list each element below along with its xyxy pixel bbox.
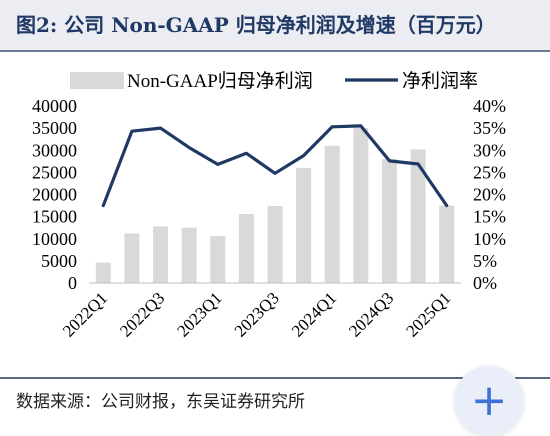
y-right-tick-10%: 10% <box>473 229 506 249</box>
bar-2024Q4 <box>410 149 426 283</box>
y-right-tick-25%: 25% <box>473 162 506 182</box>
bar-2022Q2 <box>124 233 140 283</box>
figure-title: 图2: 公司 Non-GAAP 归母净利润及增速（百万元） <box>16 13 496 37</box>
margin-line <box>101 124 449 208</box>
y-left-tick-5000: 5000 <box>41 251 77 271</box>
y-left-tick-20000: 20000 <box>32 185 77 205</box>
bar-2025Q1 <box>439 205 455 283</box>
y-left-tick-15000: 15000 <box>32 207 77 227</box>
legend-bar-label: Non-GAAP归母净利润 <box>127 70 313 92</box>
y-right-tick-5%: 5% <box>473 251 497 271</box>
y-left-tick-40000: 40000 <box>32 96 77 116</box>
bar-2023Q4 <box>296 167 312 283</box>
y-right-tick-15%: 15% <box>473 207 506 227</box>
source-note: 数据来源：公司财报，东吴证券研究所 <box>16 392 305 412</box>
x-tick-2024Q1: 2024Q1 <box>288 288 340 340</box>
add-button[interactable]: + <box>454 366 524 436</box>
x-tick-2025Q1: 2025Q1 <box>402 288 454 340</box>
bar-2023Q1 <box>210 236 226 283</box>
bar-2024Q1 <box>324 145 340 283</box>
y-left-tick-35000: 35000 <box>32 118 77 138</box>
x-tick-2022Q3: 2022Q3 <box>116 288 168 340</box>
bar-2023Q3 <box>267 206 283 283</box>
y-left-tick-0: 0 <box>68 273 77 293</box>
bar-2024Q3 <box>381 159 397 283</box>
y-right-tick-0%: 0% <box>473 273 497 293</box>
x-tick-2022Q1: 2022Q1 <box>59 288 111 340</box>
bar-2022Q1 <box>95 262 111 283</box>
y-left-tick-30000: 30000 <box>32 140 77 160</box>
x-tick-2023Q1: 2023Q1 <box>173 288 225 340</box>
bar-2023Q2 <box>238 213 254 283</box>
bar-2022Q4 <box>181 227 197 283</box>
y-right-tick-35%: 35% <box>473 118 506 138</box>
figure-header: 图2: 公司 Non-GAAP 归母净利润及增速（百万元） <box>0 0 550 52</box>
plus-icon: + <box>470 375 508 426</box>
x-tick-2024Q3: 2024Q3 <box>345 288 397 340</box>
y-right-tick-20%: 20% <box>473 185 506 205</box>
bar-2024Q2 <box>353 128 369 283</box>
legend-line-label: 净利润率 <box>402 70 478 92</box>
legend-bar-swatch <box>70 72 124 89</box>
y-right-tick-30%: 30% <box>473 140 506 160</box>
footer-divider <box>0 377 550 379</box>
bar-2022Q3 <box>153 226 169 283</box>
y-left-tick-25000: 25000 <box>32 162 77 182</box>
x-tick-2023Q3: 2023Q3 <box>231 288 283 340</box>
y-left-tick-10000: 10000 <box>32 229 77 249</box>
y-right-tick-40%: 40% <box>473 96 506 116</box>
